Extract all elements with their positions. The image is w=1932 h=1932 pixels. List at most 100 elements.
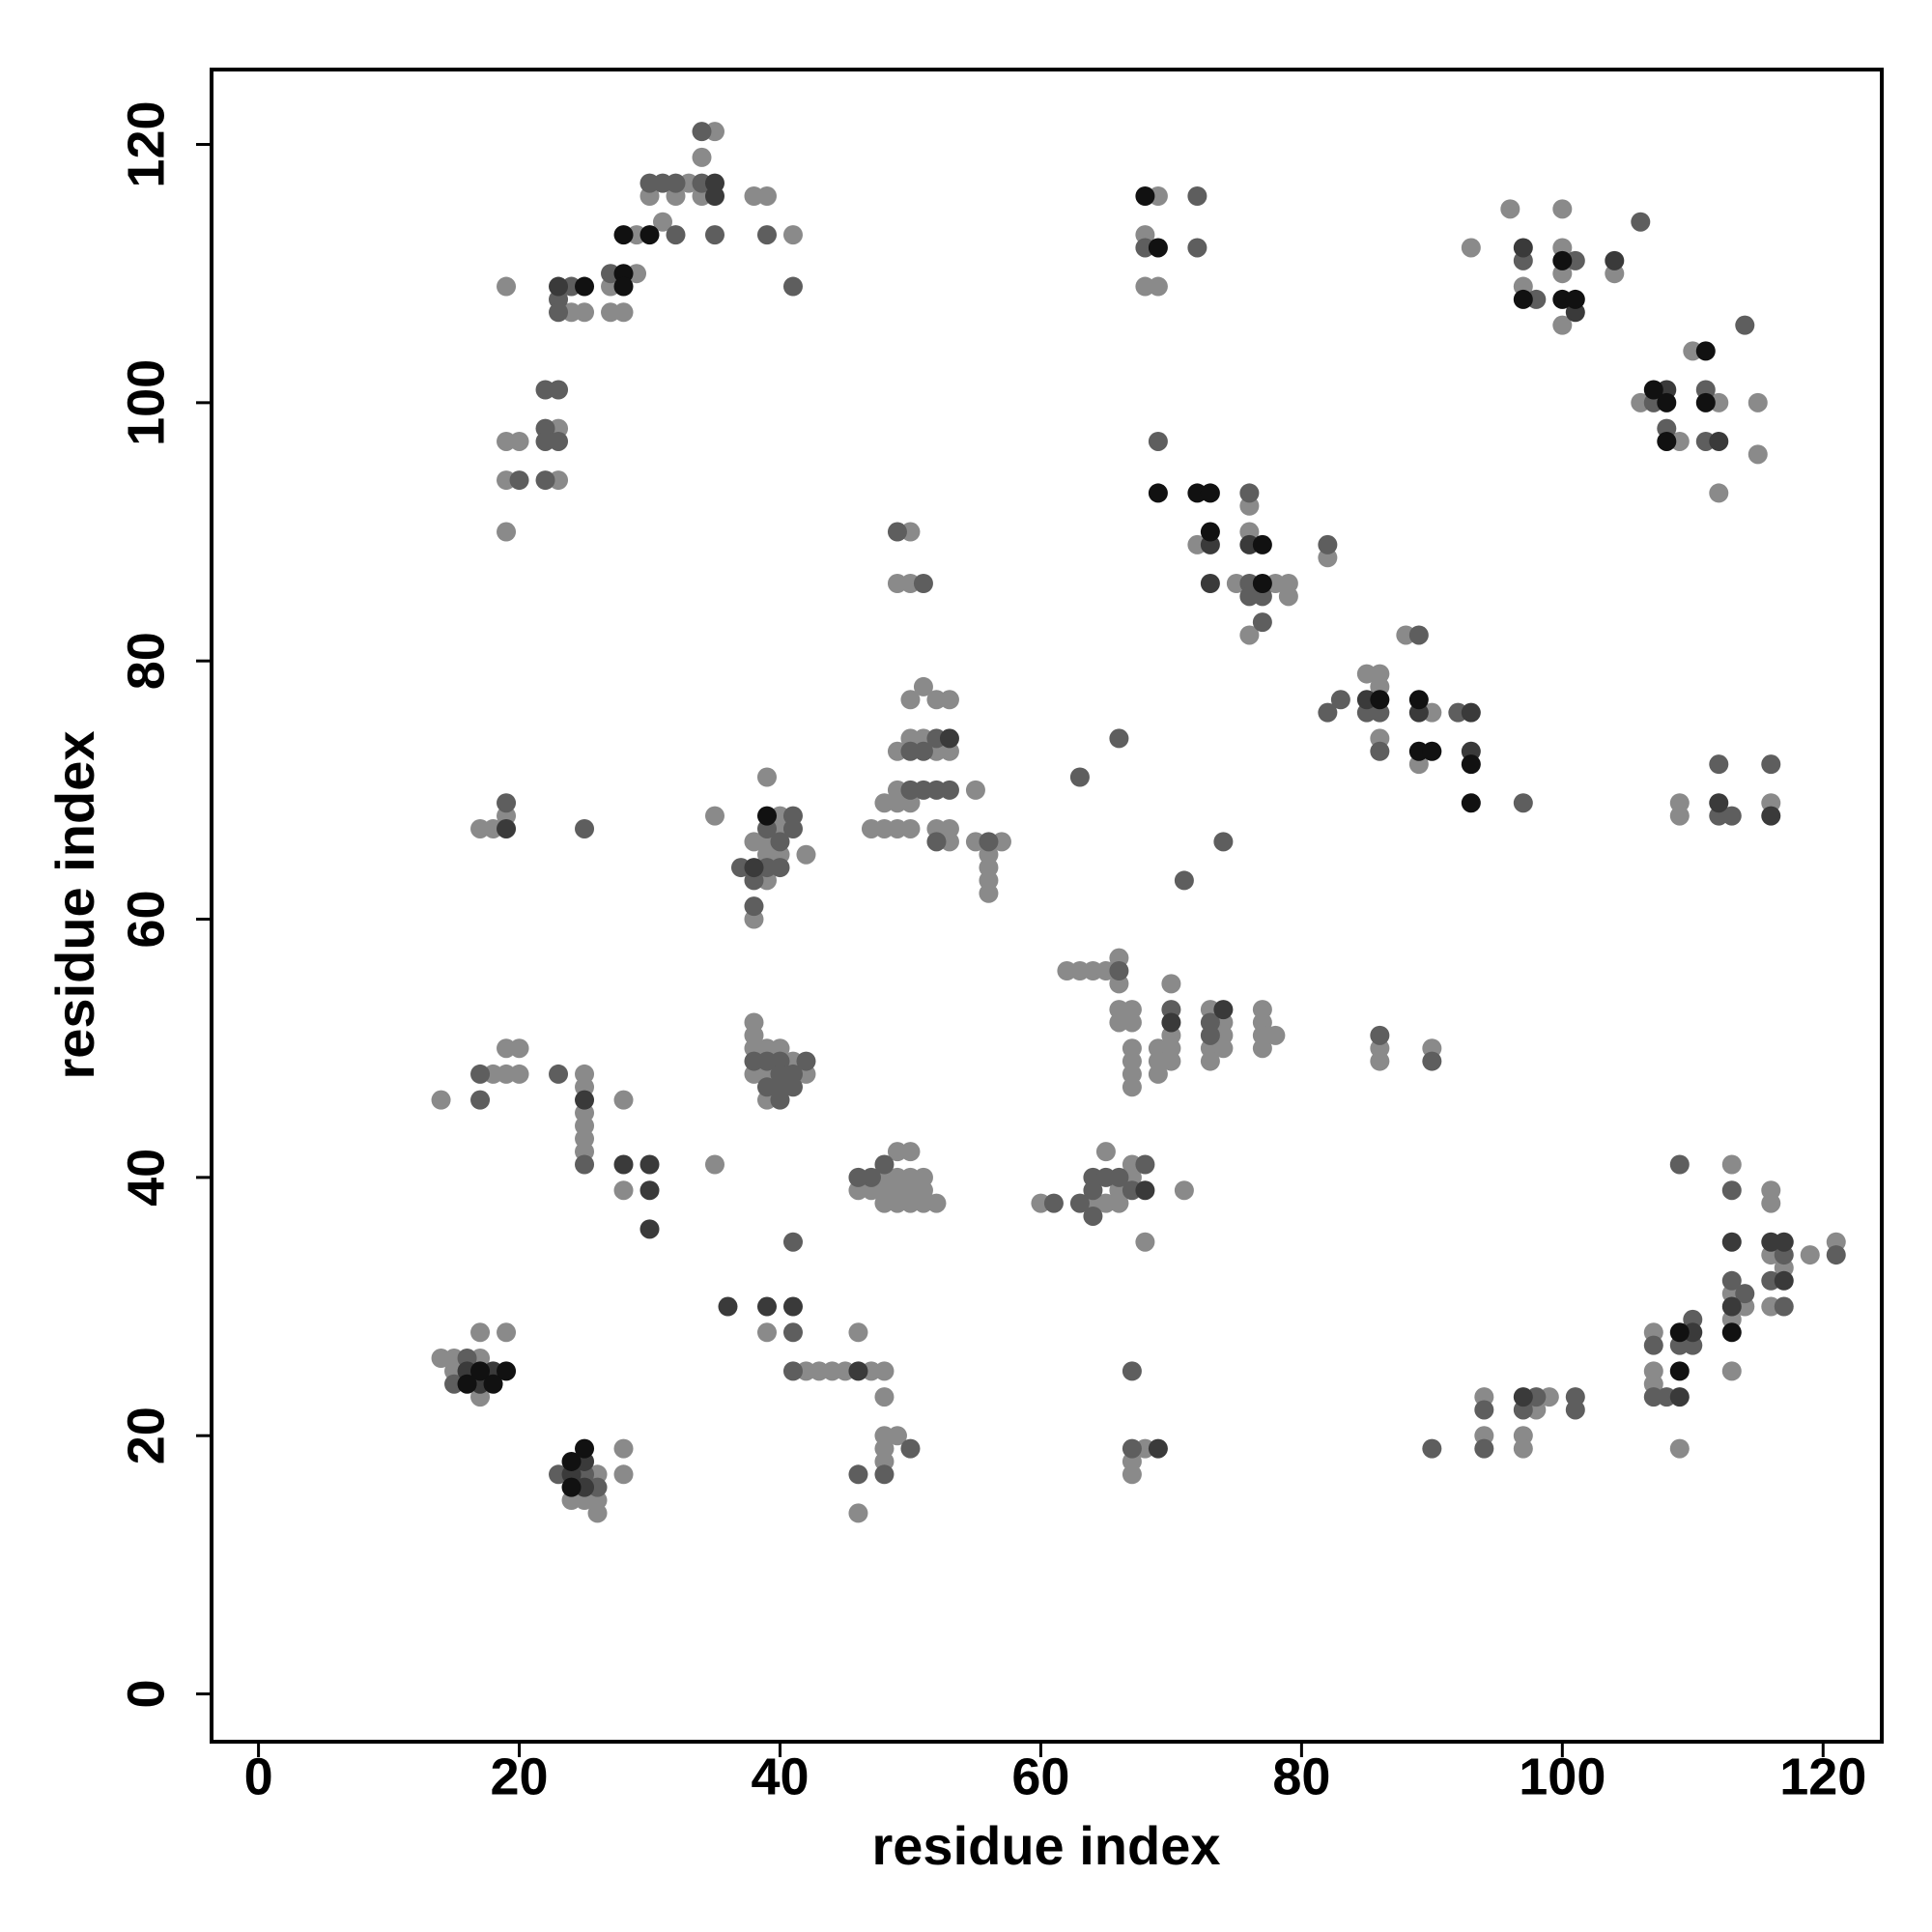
point-series — [457, 173, 1794, 1497]
contact-point — [1200, 483, 1220, 503]
contact-point — [848, 1322, 868, 1343]
contact-point — [613, 1180, 634, 1201]
contact-point — [1330, 690, 1350, 710]
y-tick-label: 80 — [117, 632, 175, 690]
contact-point — [1761, 1193, 1781, 1213]
contact-point — [887, 1426, 907, 1446]
contact-point — [900, 1142, 921, 1162]
y-tick-label: 20 — [117, 1406, 175, 1464]
contact-point — [575, 1154, 595, 1175]
contact-point — [756, 806, 777, 826]
contact-point — [1122, 1464, 1142, 1485]
contact-point — [1735, 315, 1755, 335]
contact-point — [1709, 431, 1729, 451]
contact-point — [1709, 754, 1729, 775]
contact-point — [1370, 741, 1390, 761]
contact-point — [497, 1322, 517, 1343]
contact-point — [1213, 1000, 1234, 1020]
contact-point — [782, 225, 803, 245]
contact-point — [1135, 1180, 1155, 1201]
contact-point — [1109, 1193, 1129, 1213]
contact-point — [1095, 1142, 1116, 1162]
contact-point — [1565, 289, 1585, 309]
contact-point — [756, 1296, 777, 1317]
contact-point — [1735, 1284, 1755, 1304]
contact-point — [796, 844, 816, 865]
contact-point — [509, 470, 529, 491]
contact-point — [509, 1064, 529, 1084]
contact-point — [874, 1464, 895, 1485]
contact-point — [1826, 1245, 1846, 1265]
contact-point — [900, 1438, 921, 1459]
contact-point — [913, 741, 933, 761]
contact-point — [483, 1374, 503, 1394]
contact-point — [613, 1438, 634, 1459]
contact-point — [770, 832, 790, 852]
contact-point — [639, 1154, 660, 1175]
contact-point — [718, 1296, 738, 1317]
contact-point — [1109, 728, 1129, 749]
contact-point — [1461, 793, 1481, 813]
contact-point — [1774, 1270, 1794, 1291]
contact-point — [1069, 767, 1090, 787]
contact-point — [782, 276, 803, 297]
contact-point — [549, 302, 569, 323]
contact-point — [1761, 754, 1781, 775]
contact-point — [1252, 612, 1272, 633]
contact-point — [1187, 185, 1208, 206]
contact-point — [1721, 1232, 1742, 1252]
contact-point — [1148, 431, 1168, 451]
contact-point — [613, 302, 634, 323]
contact-point — [1721, 1180, 1742, 1201]
contact-point — [848, 1503, 868, 1523]
contact-point — [1161, 974, 1181, 994]
contact-point — [1174, 870, 1194, 891]
contact-point — [1721, 1270, 1742, 1291]
contact-point — [1800, 1245, 1820, 1265]
contact-point — [1774, 1232, 1794, 1252]
contact-point — [1631, 212, 1651, 232]
contact-point — [900, 818, 921, 838]
x-tick-label: 80 — [1272, 1747, 1330, 1805]
contact-point — [939, 780, 959, 800]
contact-point — [1148, 1438, 1168, 1459]
contact-point — [1669, 1361, 1690, 1381]
contact-point — [848, 1464, 868, 1485]
contact-point — [1318, 702, 1338, 723]
contact-point — [1669, 1387, 1690, 1407]
contact-point — [874, 1154, 895, 1175]
contact-point — [1408, 625, 1429, 645]
contact-point — [575, 276, 595, 297]
contact-point — [1370, 1025, 1390, 1045]
plot-frame — [210, 68, 1884, 1744]
contact-point — [1669, 1438, 1690, 1459]
contact-point — [470, 1064, 491, 1084]
contact-point — [704, 1154, 724, 1175]
contact-point — [796, 1051, 816, 1071]
contact-point — [639, 225, 660, 245]
contact-point — [639, 1219, 660, 1239]
contact-point — [1252, 534, 1272, 554]
contact-point — [1552, 250, 1573, 270]
contact-point — [497, 793, 517, 813]
contact-point — [1122, 1361, 1142, 1381]
contact-point — [1657, 431, 1677, 451]
contact-point — [1513, 238, 1533, 258]
contact-point — [1135, 185, 1155, 206]
contact-point — [1513, 1438, 1533, 1459]
contact-point — [549, 276, 569, 297]
contact-point — [1200, 573, 1220, 593]
contact-point — [1239, 483, 1260, 503]
contact-point — [549, 431, 569, 451]
y-tick-label: 120 — [117, 100, 175, 187]
contact-point — [1069, 1193, 1090, 1213]
contact-point — [1109, 961, 1129, 981]
contact-point — [1422, 1438, 1442, 1459]
contact-point — [1122, 1012, 1142, 1033]
contact-point — [1252, 1038, 1272, 1059]
contact-point — [457, 1374, 477, 1394]
contact-point — [1669, 1154, 1690, 1175]
contact-point — [1200, 522, 1220, 542]
contact-point — [470, 1322, 491, 1343]
